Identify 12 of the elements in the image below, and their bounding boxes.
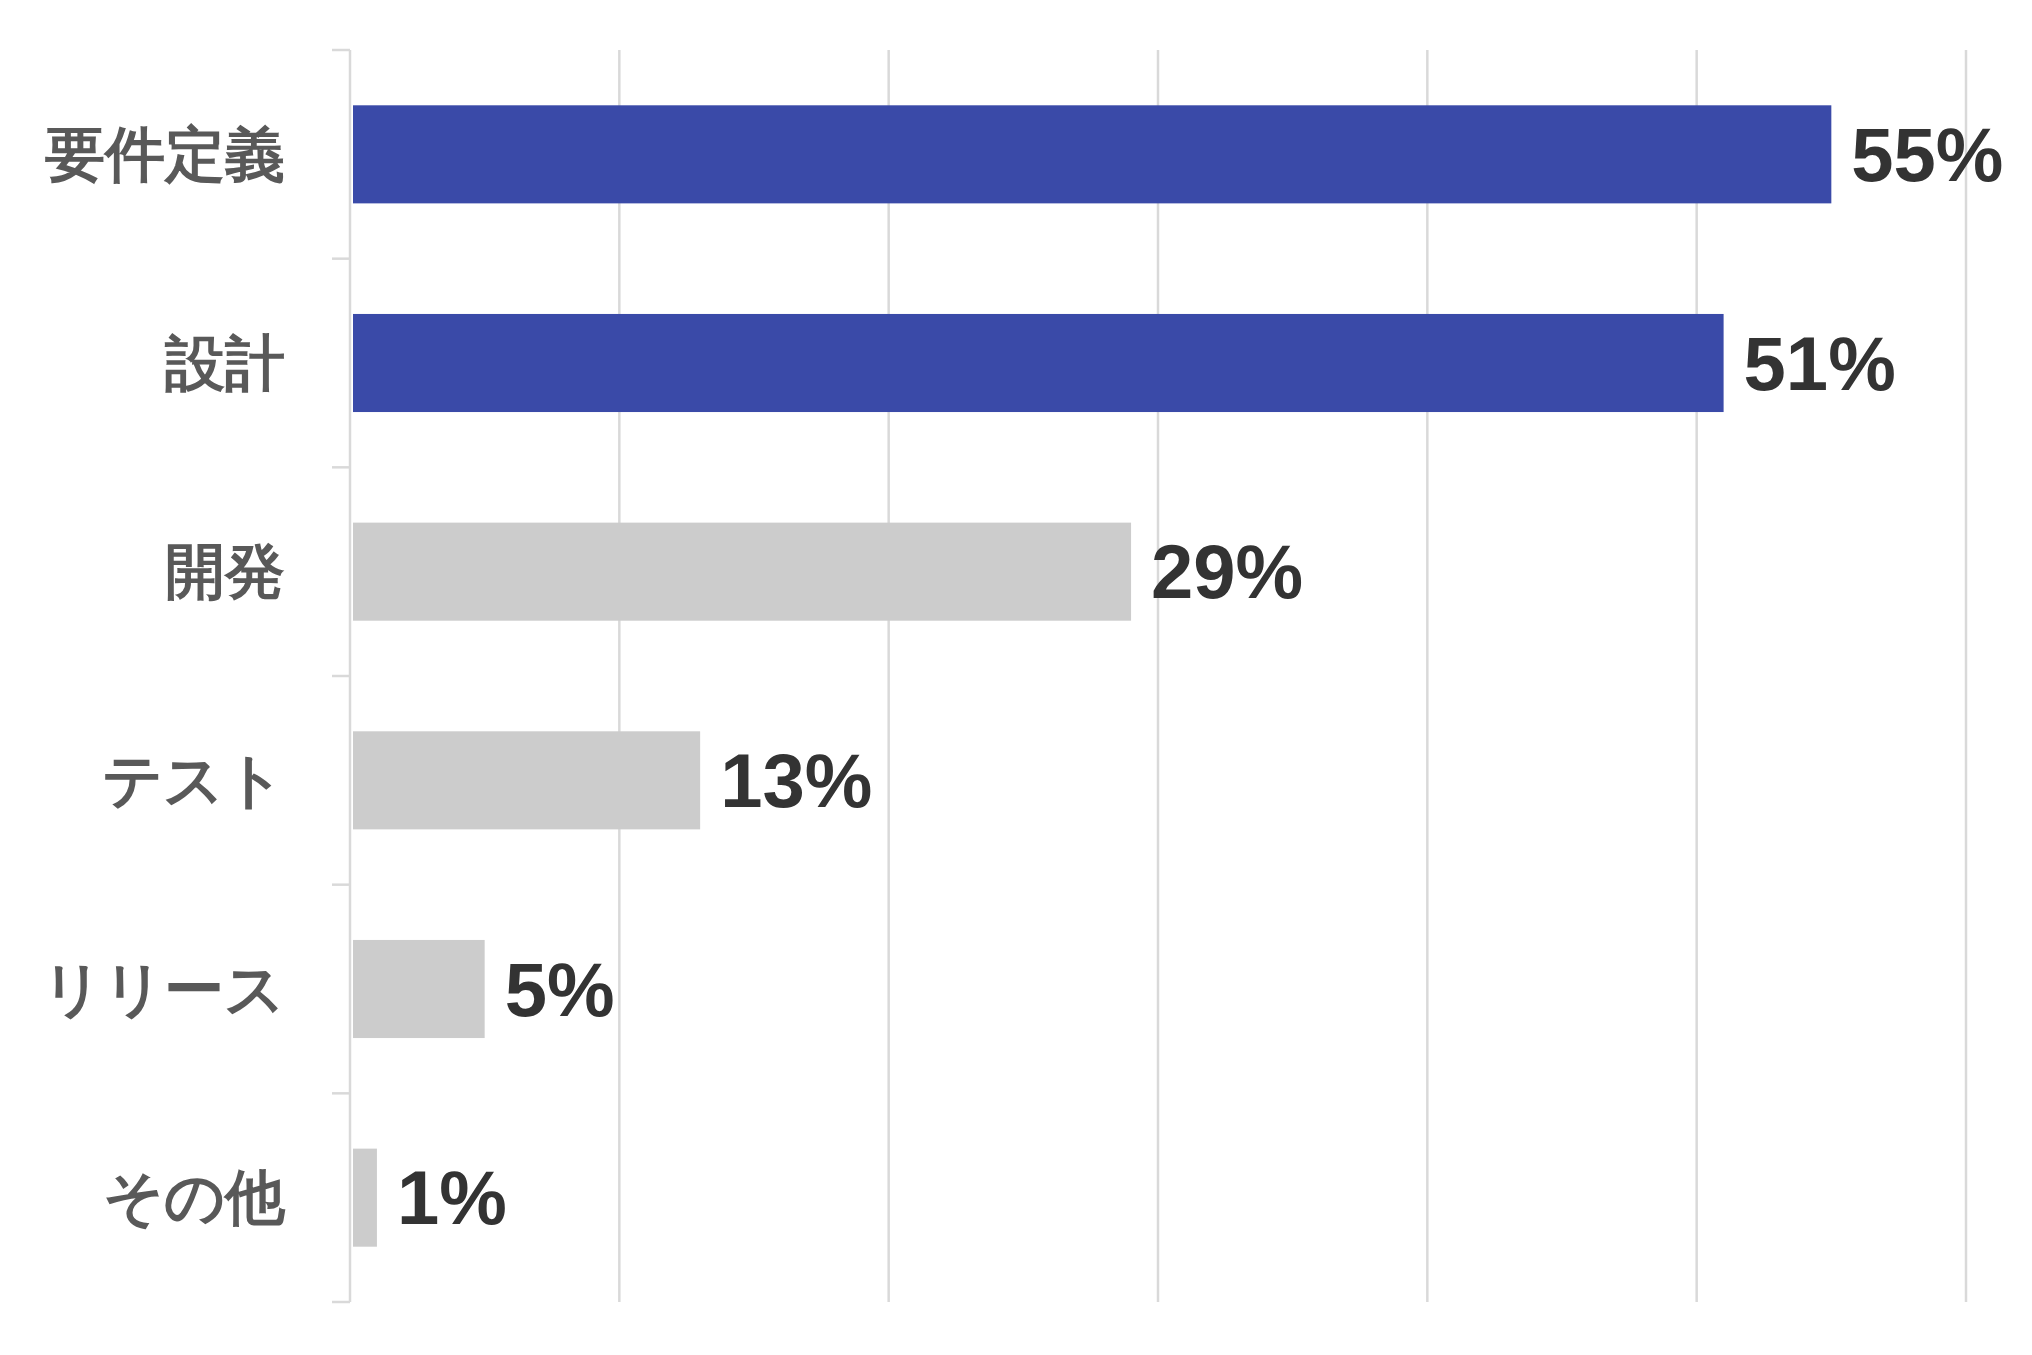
y-tick-label: リリース bbox=[42, 955, 285, 1023]
data-label: 55% bbox=[1851, 111, 2004, 197]
y-tick-label: テスト bbox=[102, 746, 285, 814]
y-tick-label: その他 bbox=[103, 1164, 286, 1232]
data-label: 13% bbox=[720, 737, 873, 823]
data-label: 1% bbox=[396, 1155, 507, 1241]
data-label: 29% bbox=[1151, 529, 1304, 615]
y-tick-label: 開発 bbox=[165, 538, 285, 606]
data-label: 5% bbox=[504, 946, 615, 1032]
y-tick-label: 要件定義 bbox=[45, 120, 285, 188]
data-label: 51% bbox=[1743, 320, 1896, 406]
y-tick-label: 設計 bbox=[164, 329, 285, 397]
